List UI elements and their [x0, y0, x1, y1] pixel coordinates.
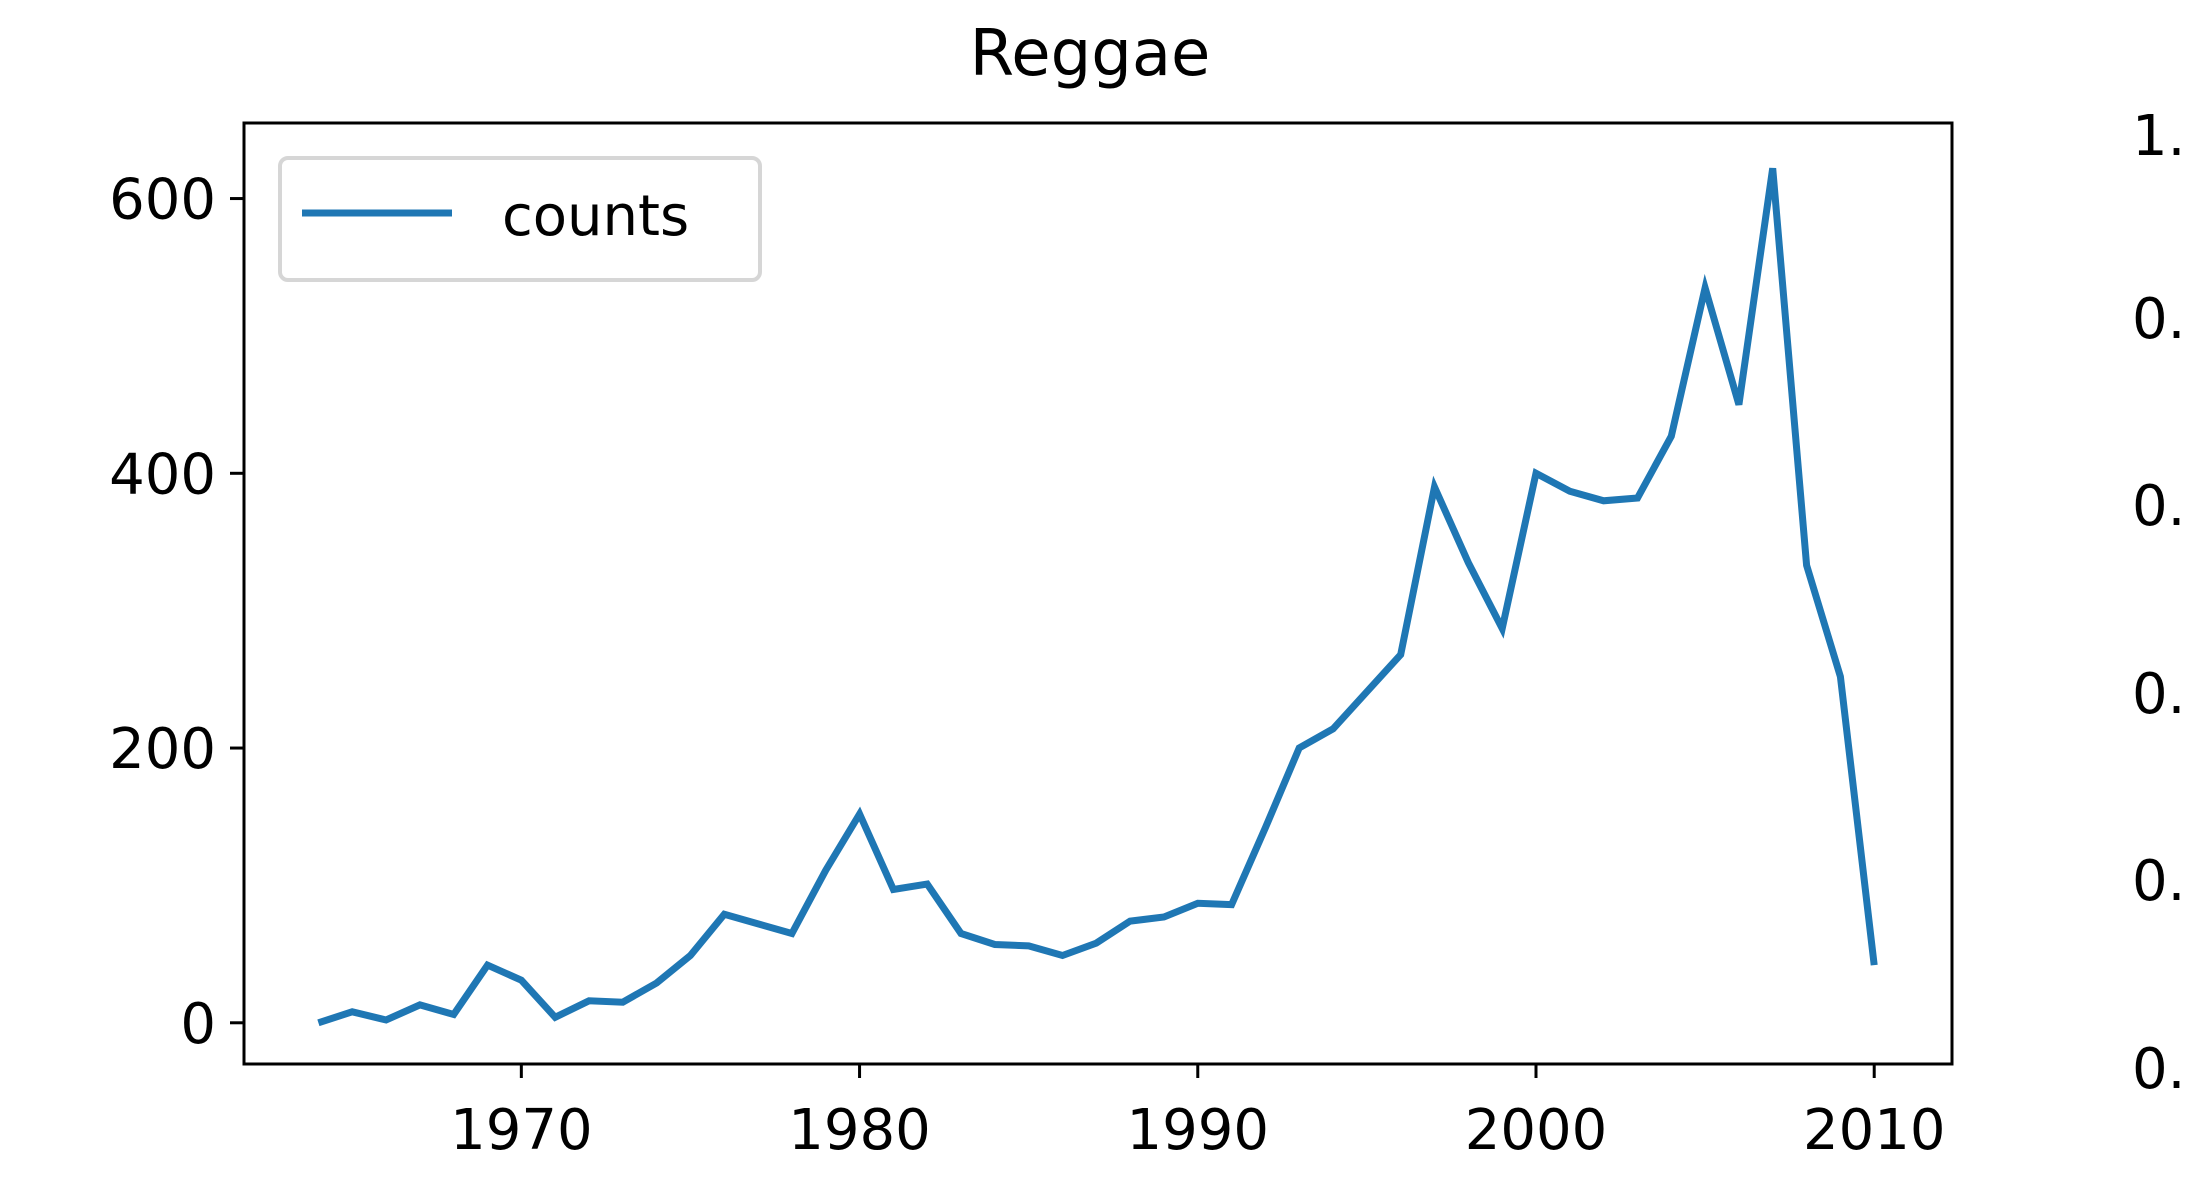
x-tick-label: 2010 [1803, 1098, 1946, 1163]
y-tick-label: 600 [109, 168, 216, 233]
adjacent-chart-axis-fragment: 1. 0. 0. 0. 0. 0. [2132, 104, 2185, 1102]
data-point [318, 1022, 319, 1023]
data-point [1502, 628, 1503, 629]
adjacent-tick-label: 0. [2132, 474, 2185, 539]
data-point [791, 933, 792, 934]
data-point [1840, 676, 1841, 677]
data-point [1197, 903, 1198, 904]
data-point [1130, 921, 1131, 922]
data-point [1163, 917, 1164, 918]
data-point [758, 923, 759, 924]
data-point [1333, 728, 1334, 729]
data-point [588, 1000, 589, 1001]
data-point [656, 982, 657, 983]
legend-box [278, 156, 762, 282]
data-point [1400, 654, 1401, 655]
adjacent-tick-label: 1. [2132, 104, 2185, 169]
plot-area [242, 121, 1954, 1066]
data-point [994, 944, 995, 945]
data-point [1738, 404, 1739, 405]
data-point [1772, 168, 1773, 169]
x-axis: 1970 1980 1990 2000 2010 [450, 1064, 1945, 1163]
data-point [1806, 565, 1807, 566]
data-point [555, 1017, 556, 1018]
data-point [1096, 943, 1097, 944]
series-layer [317, 167, 1878, 1027]
adjacent-tick-label: 0. [2132, 287, 2185, 352]
data-point [419, 1004, 420, 1005]
x-tick-label: 2000 [1465, 1098, 1608, 1163]
data-point [1569, 491, 1570, 492]
data-point [690, 955, 691, 956]
data-point [352, 1011, 353, 1012]
data-point [1603, 500, 1604, 501]
x-tick-label: 1980 [788, 1098, 931, 1163]
adjacent-tick-label: 0. [2132, 1037, 2185, 1102]
x-tick-label: 1970 [450, 1098, 593, 1163]
adjacent-tick-label: 0. [2132, 662, 2185, 727]
data-point [1366, 691, 1367, 692]
data-point [1874, 965, 1875, 966]
data-point [1265, 827, 1266, 828]
data-point [1434, 487, 1435, 488]
data-point [724, 914, 725, 915]
adjacent-tick-label: 0. [2132, 849, 2185, 914]
plot-frame [242, 121, 1954, 1066]
data-point [927, 884, 928, 885]
data-point [386, 1020, 387, 1021]
data-point [961, 933, 962, 934]
data-point [1231, 904, 1232, 905]
data-point [893, 889, 894, 890]
y-tick-label: 0 [180, 992, 216, 1057]
series-line-counts [317, 167, 1878, 1027]
y-tick-label: 400 [109, 442, 216, 507]
chart-title: Reggae [970, 17, 1211, 91]
data-point [825, 870, 826, 871]
data-point [1705, 287, 1706, 288]
data-point [1062, 955, 1063, 956]
data-point [622, 1002, 623, 1003]
data-point [1299, 748, 1300, 749]
data-point [1028, 945, 1029, 946]
data-point [453, 1014, 454, 1015]
data-point [1535, 473, 1536, 474]
legend: counts [278, 156, 762, 282]
data-point [521, 980, 522, 981]
x-tick-label: 1990 [1127, 1098, 1270, 1163]
data-point [859, 813, 860, 814]
data-point [1671, 436, 1672, 437]
data-point [1468, 562, 1469, 563]
data-point [1637, 498, 1638, 499]
legend-label-counts: counts [502, 184, 689, 249]
y-axis: 0 200 400 600 [109, 168, 244, 1057]
data-point [487, 965, 488, 966]
y-tick-label: 200 [109, 717, 216, 782]
